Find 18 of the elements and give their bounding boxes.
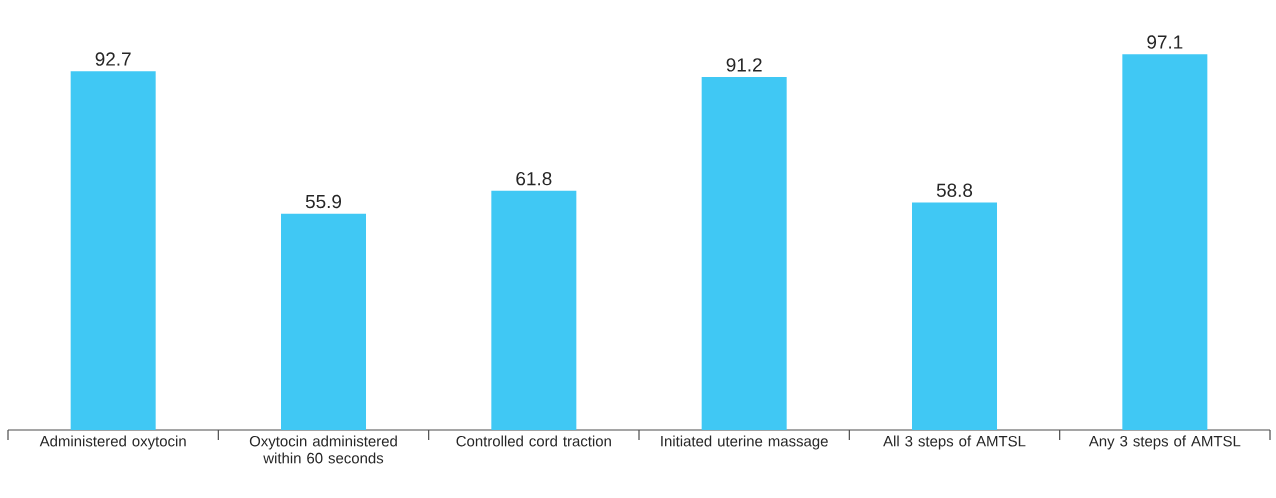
bar: [1122, 54, 1208, 430]
x-tick-label: Controlled cord traction: [456, 435, 611, 447]
x-tick-label: Oxytocin administered within 60 seconds: [249, 435, 397, 464]
bar: [701, 77, 787, 430]
data-label: 55.9: [305, 194, 342, 209]
x-tick-label: Any 3 steps of AMTSL: [1088, 435, 1241, 450]
data-label: 58.8: [936, 183, 973, 197]
bar: [912, 202, 998, 430]
bar: [70, 71, 156, 430]
x-tick-label: All 3 steps of AMTSL: [883, 435, 1026, 450]
bar: [281, 213, 366, 430]
x-tick-label: Initiated uterine massage: [661, 435, 828, 450]
x-tick-label: Administered oxytocin: [39, 435, 186, 450]
data-label: 91.2: [726, 58, 762, 72]
data-label: 92.7: [95, 52, 131, 66]
data-label: 97.1: [1147, 35, 1183, 49]
bar: [491, 190, 577, 430]
data-label: 61.8: [516, 171, 552, 186]
